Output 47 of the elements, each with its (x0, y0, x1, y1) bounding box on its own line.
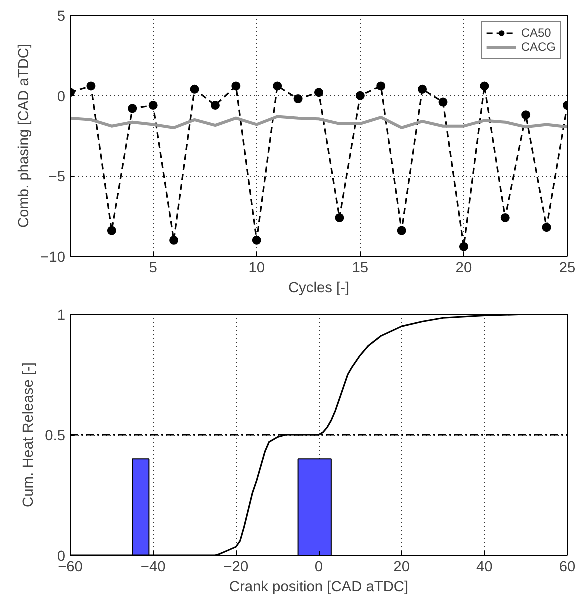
x-tick-label: 5 (149, 260, 158, 276)
point (459, 242, 468, 252)
point (170, 236, 179, 245)
y-tick-label: 5 (57, 9, 66, 25)
legend-label: CA50 (521, 26, 552, 40)
point (418, 84, 428, 94)
point (500, 213, 510, 222)
y-tick-label: 0 (57, 89, 66, 106)
legend-label: CACG (521, 40, 556, 54)
point (128, 104, 138, 114)
point (294, 94, 303, 104)
x-tick-label: −40 (140, 560, 166, 576)
point (542, 223, 552, 232)
x-axis-title: Cycles [-] (288, 280, 350, 296)
point (148, 100, 158, 110)
x-tick-label: 20 (456, 260, 472, 276)
x-axis-title: Crank position [CAD aTDC] (229, 580, 409, 596)
x-tick-label: 10 (248, 260, 266, 276)
point (356, 91, 365, 100)
x-tick-label: 15 (352, 260, 369, 276)
y-axis-title: Comb. phasing [CAD aTDC] (16, 44, 33, 228)
point (252, 236, 262, 245)
point (480, 82, 490, 91)
line-series (70, 115, 568, 130)
point (376, 82, 386, 91)
y-tick-label: −10 (40, 250, 66, 266)
x-tick-label: 60 (559, 560, 576, 576)
point (397, 226, 406, 236)
x-tick-label: 40 (476, 560, 493, 576)
point (210, 100, 220, 110)
point (335, 213, 344, 222)
y-axis-title: Cum. Heat Release [-] (21, 362, 38, 508)
y-tick-label: −5 (48, 170, 66, 186)
point (190, 84, 200, 94)
y-tick-label: 1 (57, 308, 66, 324)
point (438, 98, 448, 107)
x-tick-label: −20 (224, 560, 249, 576)
point (86, 82, 96, 91)
x-tick-label: 0 (314, 560, 324, 576)
point (232, 82, 241, 91)
point (107, 226, 116, 236)
point (273, 82, 282, 91)
y-tick-label: 0.5 (45, 428, 66, 444)
point (522, 110, 531, 120)
point (314, 88, 324, 98)
x-tick-label: 20 (394, 560, 410, 576)
x-tick-label: 25 (559, 260, 576, 276)
